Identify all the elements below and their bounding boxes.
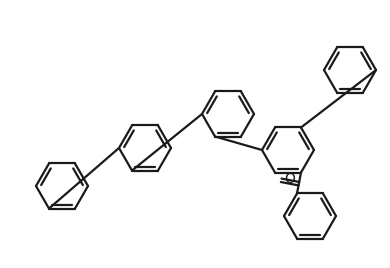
Text: O: O <box>285 172 295 185</box>
